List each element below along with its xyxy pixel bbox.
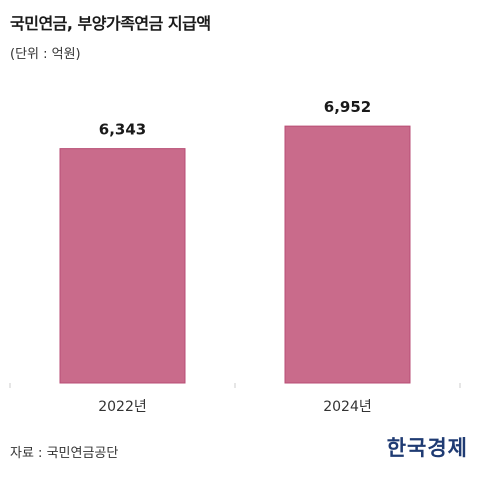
x-tick-label: 2022년 <box>98 399 147 415</box>
x-tick-label: 2024년 <box>323 399 372 415</box>
bar-2022년 <box>59 148 186 384</box>
x-axis <box>9 383 461 388</box>
unit-label: (단위 : 억원) <box>10 47 81 62</box>
publisher-logo: 한국경제 <box>386 435 468 460</box>
bar-2024년 <box>284 125 411 384</box>
data-label: 6,343 <box>99 121 146 139</box>
chart-title: 국민연금, 부양가족연금 지급액 <box>10 14 211 33</box>
source-note: 자료 : 국민연금공단 <box>10 446 119 461</box>
bars: 6,343 2022년 6,952 2024년 <box>59 98 411 415</box>
data-label: 6,952 <box>324 98 371 116</box>
